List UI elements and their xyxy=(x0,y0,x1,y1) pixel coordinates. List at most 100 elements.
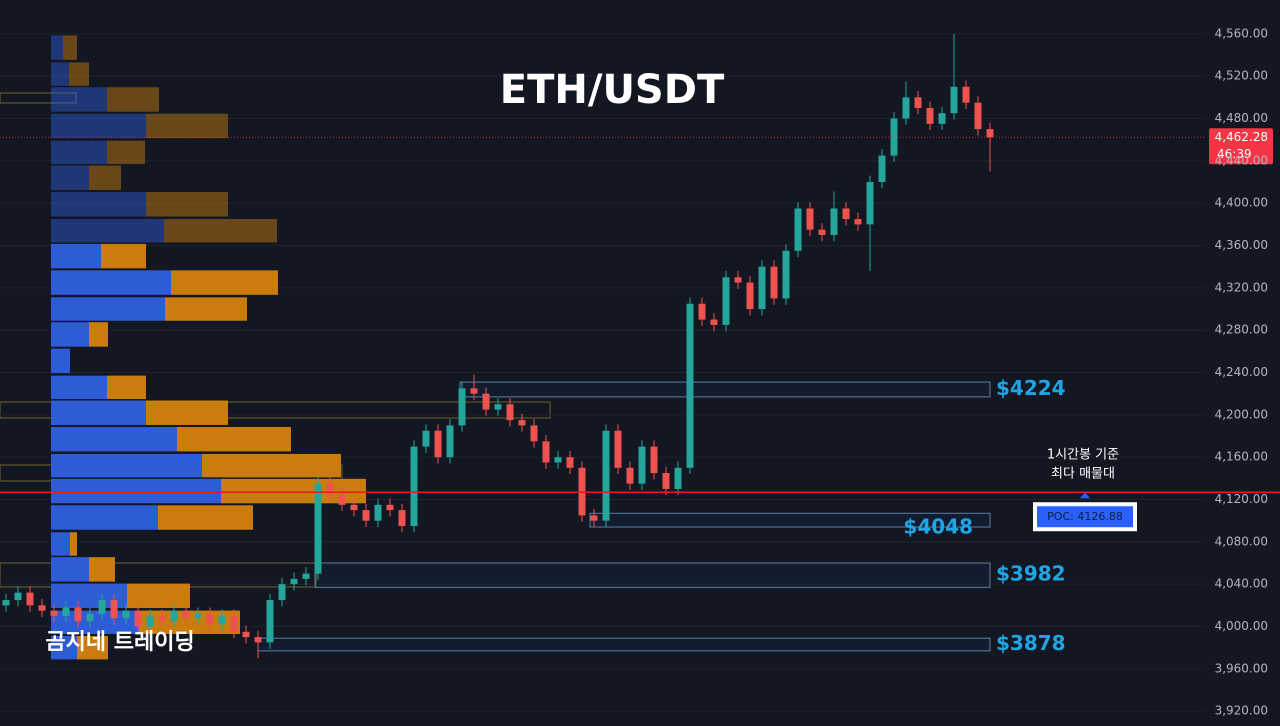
y-tick-label: 4,480.00 xyxy=(1215,111,1268,125)
zone-box xyxy=(314,562,991,588)
last-price-label: 4,462.28 xyxy=(1215,130,1268,144)
volume-profile xyxy=(51,35,366,660)
profile-buy-bar xyxy=(51,322,89,347)
zone-box xyxy=(257,637,991,652)
profile-sell-bar xyxy=(107,87,159,112)
candle-body xyxy=(314,483,322,574)
profile-sell-bar xyxy=(164,219,277,243)
candle-body xyxy=(182,610,190,619)
candle-body xyxy=(350,504,358,511)
profile-buy-bar xyxy=(51,35,63,60)
candle-body xyxy=(902,97,910,119)
candle-body xyxy=(590,515,598,521)
profile-buy-bar xyxy=(51,192,146,217)
candle-body xyxy=(662,473,670,489)
profile-sell-bar xyxy=(171,270,278,295)
profile-buy-bar xyxy=(51,375,107,400)
candle-body xyxy=(458,388,466,426)
old-zone xyxy=(0,92,77,104)
candle-body xyxy=(446,425,454,458)
profile-buy-bar xyxy=(51,532,70,556)
y-tick-label: 4,000.00 xyxy=(1215,619,1268,633)
candle-body xyxy=(698,303,706,320)
profile-sell-bar xyxy=(202,453,341,478)
candle-body xyxy=(14,592,22,601)
zone-box xyxy=(589,512,991,528)
candle-body xyxy=(242,631,250,638)
candle-body xyxy=(806,208,814,230)
candle-body xyxy=(302,573,310,579)
profile-sell-bar xyxy=(158,505,253,530)
candle-body xyxy=(626,467,634,484)
y-tick-label: 4,360.00 xyxy=(1215,238,1268,252)
candle-body xyxy=(650,446,658,474)
y-tick-label: 4,560.00 xyxy=(1215,26,1268,40)
candle-body xyxy=(134,610,142,627)
profile-buy-bar xyxy=(51,348,70,374)
candle-body xyxy=(2,600,10,606)
candle-body xyxy=(194,613,202,619)
candle-body xyxy=(50,610,58,616)
candle-body xyxy=(266,600,274,643)
candle-body xyxy=(218,615,226,625)
profile-sell-bar xyxy=(146,400,228,425)
y-tick-label: 4,120.00 xyxy=(1215,492,1268,506)
poc-marker xyxy=(1080,492,1090,499)
y-tick-label: 4,040.00 xyxy=(1215,577,1268,591)
annotation: 최다 매물대 xyxy=(1051,467,1115,482)
candle-body xyxy=(278,584,286,601)
candle-body xyxy=(878,155,886,183)
candle-body xyxy=(422,430,430,447)
candle-body xyxy=(398,510,406,526)
profile-sell-bar xyxy=(77,635,108,660)
profile-sell-bar xyxy=(69,62,89,86)
profile-buy-bar xyxy=(51,505,158,530)
y-tick-label: 4,280.00 xyxy=(1215,323,1268,337)
candle-body xyxy=(74,607,82,622)
countdown-label: 46:39 xyxy=(1217,147,1252,161)
profile-buy-bar xyxy=(51,219,164,243)
profile-buy-bar xyxy=(51,557,89,582)
candle-body xyxy=(470,388,478,394)
candle-body xyxy=(530,425,538,442)
candle-body xyxy=(950,86,958,114)
candle-body xyxy=(230,615,238,632)
candle-body xyxy=(638,446,646,484)
candle-body xyxy=(518,420,526,426)
candle-body xyxy=(158,615,166,622)
profile-buy-bar xyxy=(51,243,101,269)
profile-buy-bar xyxy=(51,62,69,86)
candle-body xyxy=(254,637,262,643)
zone-label: $4224 xyxy=(996,376,1066,400)
profile-sell-bar xyxy=(127,583,190,609)
profile-buy-bar xyxy=(51,297,165,321)
profile-sell-bar xyxy=(89,557,115,582)
profile-sell-bar xyxy=(165,297,247,321)
candle-body xyxy=(38,605,46,611)
y-tick-label: 3,920.00 xyxy=(1215,704,1268,718)
profile-sell-bar xyxy=(89,165,121,191)
candle-body xyxy=(170,610,178,622)
profile-buy-bar xyxy=(51,426,177,452)
candle-body xyxy=(386,504,394,511)
profile-sell-bar xyxy=(89,322,108,347)
candle-body xyxy=(542,441,550,463)
candle-body xyxy=(98,600,106,614)
profile-buy-bar xyxy=(51,635,77,660)
candle-body xyxy=(290,578,298,585)
candle-body xyxy=(746,282,754,310)
zone-box xyxy=(459,381,991,398)
profile-buy-bar xyxy=(51,478,221,504)
candle-body xyxy=(494,404,502,410)
candle-body xyxy=(614,430,622,468)
profile-buy-bar xyxy=(51,87,107,112)
candle-body xyxy=(854,219,862,225)
candle-body xyxy=(722,277,730,325)
profile-buy-bar xyxy=(51,165,89,191)
profile-sell-bar xyxy=(107,375,146,400)
chart-title: ETH/USDT xyxy=(500,67,725,113)
candle-body xyxy=(986,129,994,138)
candle-body xyxy=(566,457,574,468)
y-tick-label: 4,440.00 xyxy=(1215,153,1268,167)
